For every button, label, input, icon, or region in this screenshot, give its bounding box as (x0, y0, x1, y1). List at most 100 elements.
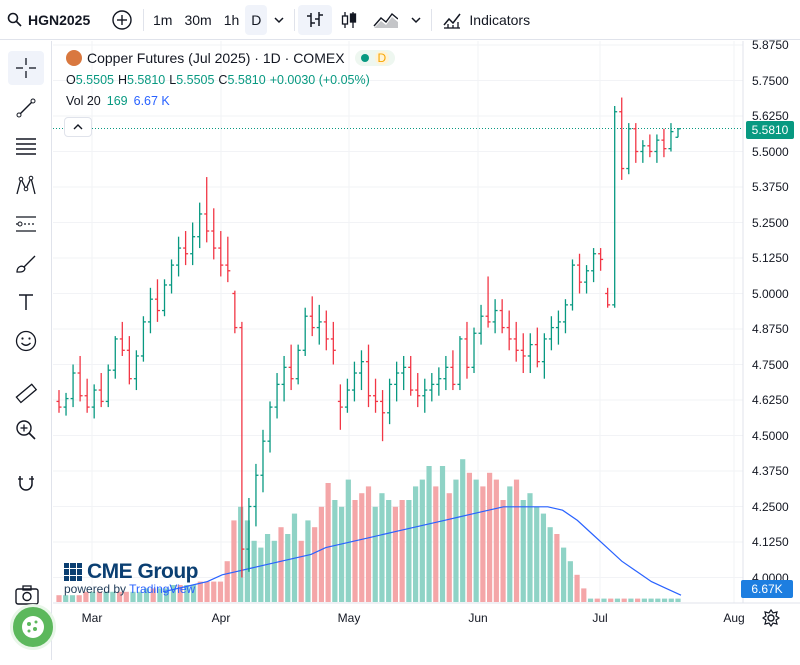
interval-d-button[interactable]: D (245, 4, 268, 35)
symbol-search[interactable]: HGN2025 (0, 0, 104, 40)
volume-bar (271, 540, 277, 602)
time-tick-jul: Jul (592, 611, 608, 625)
volume-bar (90, 591, 96, 602)
volume-legend: Vol 20 169 6.67 K (66, 94, 170, 108)
chart-pane[interactable] (53, 41, 800, 660)
volume-bar (513, 479, 520, 602)
time-tick-mar: Mar (81, 611, 103, 625)
add-circle-icon (112, 9, 132, 30)
volume-bar (540, 513, 547, 602)
symbol-logo-icon (66, 50, 82, 66)
volume-bar (352, 500, 358, 602)
volume-bar (332, 500, 338, 602)
price-tick: 4.6250 (752, 393, 789, 407)
volume-bar (177, 585, 183, 602)
chart-settings-button[interactable] (761, 608, 781, 632)
volume-bar (406, 500, 412, 602)
volume-ma-value: 6.67 K (133, 94, 170, 108)
interval-dropdown-button[interactable] (267, 5, 291, 35)
chevron-down-icon (274, 16, 284, 23)
search-icon (7, 12, 22, 27)
volume-bar (608, 598, 614, 602)
volume-bar (298, 540, 304, 602)
measure-tool-button[interactable] (8, 376, 44, 410)
volume-bar (69, 595, 76, 602)
price-tick: 5.6250 (752, 109, 789, 123)
volume-bar (211, 581, 217, 602)
volume-bar (628, 598, 634, 602)
price-tick: 5.5000 (752, 144, 789, 159)
market-status-badge[interactable]: D (354, 50, 396, 66)
volume-bar (325, 483, 331, 602)
candles-chart-type-button[interactable] (332, 5, 366, 35)
indicators-button[interactable]: Indicators (435, 0, 537, 40)
smiley-icon (15, 330, 37, 352)
volume-bar (534, 506, 540, 602)
volume-bar (217, 581, 224, 602)
area-chart-type-button[interactable] (366, 5, 404, 35)
magnet-icon (18, 476, 34, 491)
camera-icon (15, 585, 39, 605)
volume-bar (668, 598, 674, 602)
price-tick: 4.1250 (752, 535, 789, 549)
text-tool-button[interactable] (8, 285, 44, 319)
volume-bar (392, 506, 399, 602)
volume-bar (338, 506, 345, 602)
powered-by[interactable]: powered by TradingView (64, 582, 198, 596)
crosshair-tool-button[interactable] (8, 51, 44, 85)
volume-bar (594, 598, 600, 602)
fib-tool-button[interactable] (8, 129, 44, 163)
cookie-settings-button[interactable] (10, 604, 56, 650)
volume-ma-tag: 6.67K (741, 580, 793, 598)
volume-bar (164, 588, 170, 602)
interval-1m-button[interactable]: 1m (153, 11, 173, 28)
zoom-in-icon (16, 420, 36, 440)
volume-bar (641, 598, 647, 602)
volume-bar (581, 588, 587, 602)
zoom-tool-button[interactable] (8, 413, 44, 447)
volume-bar (574, 574, 580, 602)
magnet-tool-button[interactable] (8, 466, 44, 500)
brush-tool-button[interactable] (8, 247, 44, 281)
volume-bar (439, 466, 446, 602)
compare-symbol-button[interactable] (104, 0, 140, 40)
interval-1h-button[interactable]: 1h (223, 11, 240, 28)
volume-bar (345, 479, 351, 602)
volume-bar (110, 591, 116, 602)
chart-type-dropdown-button[interactable] (404, 5, 428, 35)
volume-bar (123, 591, 129, 602)
high-value: 5.5810 (127, 73, 166, 87)
trend-line-icon (16, 98, 36, 118)
toolbar-divider (431, 8, 433, 31)
interval-30m-button[interactable]: 30m (184, 11, 212, 28)
forecast-tool-button[interactable] (8, 207, 44, 241)
volume-bar (224, 561, 230, 602)
volume-bar (251, 540, 257, 602)
volume-bar (412, 486, 419, 602)
volume-bar (170, 585, 176, 602)
close-value: 5.5810 (227, 73, 266, 87)
emoji-tool-button[interactable] (8, 324, 44, 358)
volume-bar (130, 591, 136, 602)
collapse-legend-button[interactable] (64, 117, 92, 137)
pattern-tool-button[interactable] (8, 169, 44, 203)
trend-line-tool-button[interactable] (8, 91, 44, 125)
volume-bar (244, 520, 250, 602)
delay-badge: D (374, 51, 390, 65)
legend-title: Copper Futures (Jul 2025) · 1D · COMEX (87, 50, 345, 66)
cme-branding: CME Group powered by TradingView (64, 560, 199, 596)
volume-bar (157, 588, 163, 602)
chevron-up-icon (73, 124, 83, 130)
chevron-down-icon (411, 16, 421, 23)
volume-bar (655, 598, 661, 602)
volume-bar (372, 506, 378, 602)
bar-chart-type-button[interactable] (298, 4, 333, 35)
price-chart[interactable] (53, 41, 800, 660)
chart-legend: Copper Futures (Jul 2025) · 1D · COMEX D (66, 50, 396, 66)
volume-bar (520, 500, 526, 602)
volume-bar (285, 534, 291, 602)
volume-bar (238, 506, 244, 602)
volume-bar (190, 585, 197, 602)
open-label: O (66, 73, 76, 87)
price-tick: 5.1250 (752, 251, 789, 265)
